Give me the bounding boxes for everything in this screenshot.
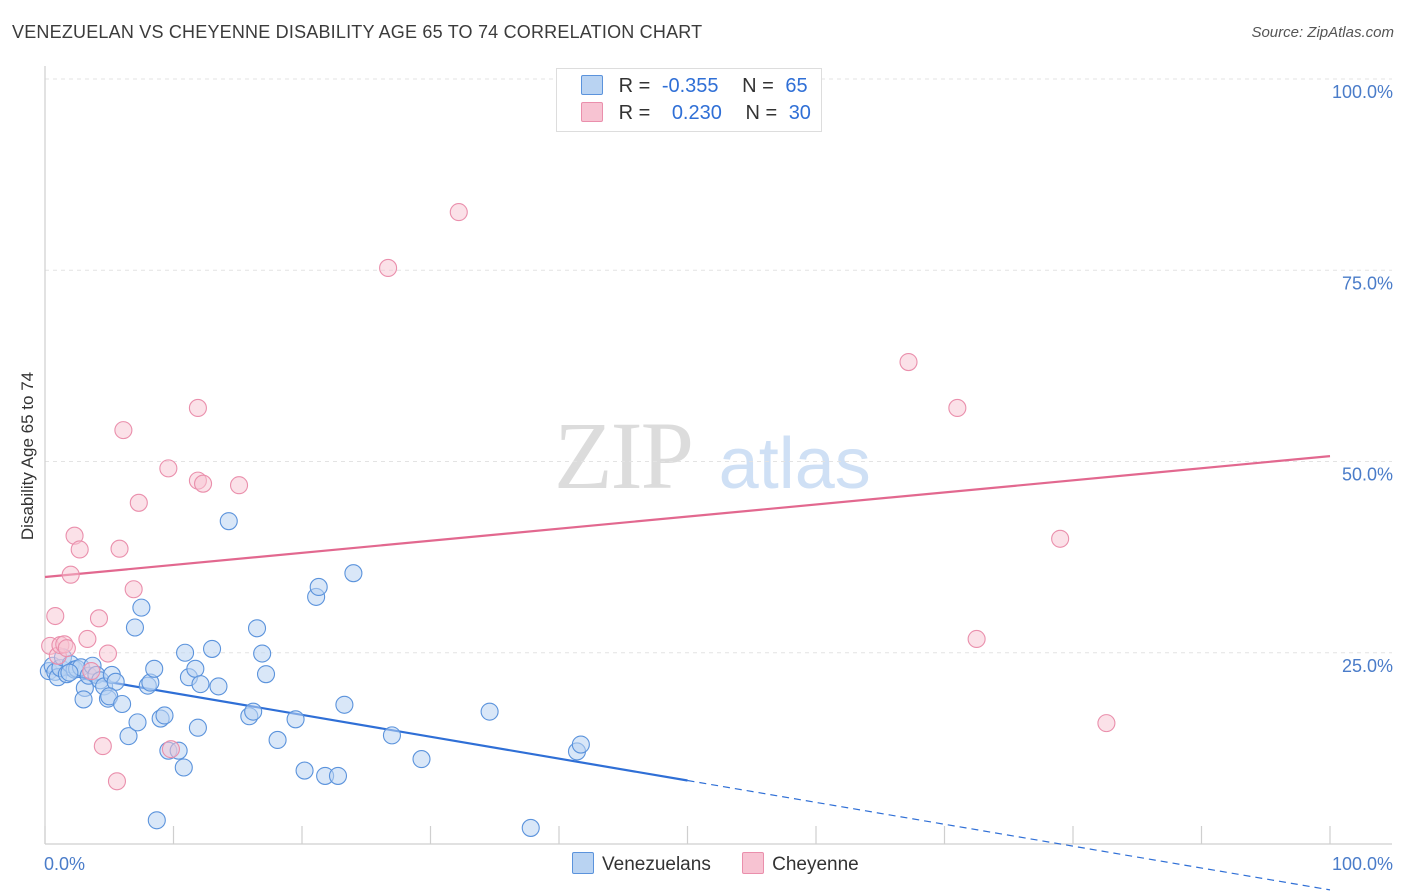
point-cheyenne xyxy=(124,580,143,599)
point-cheyenne xyxy=(194,474,213,493)
series-label-venezuelans: Venezuelans xyxy=(602,854,711,875)
legend-row-venezuelans: R = -0.355 N = 65 xyxy=(581,75,808,99)
point-venezuelans xyxy=(176,643,195,662)
axes xyxy=(44,66,1392,845)
point-venezuelans xyxy=(155,706,174,725)
point-cheyenne xyxy=(899,352,918,372)
legend-n-value: 30 xyxy=(788,102,811,124)
point-venezuelans xyxy=(412,750,431,769)
y-tick-label: 50.0% xyxy=(1342,465,1393,485)
point-venezuelans xyxy=(191,675,210,694)
watermark: ZIP atlas xyxy=(554,400,871,511)
x-tick-label: 0.0% xyxy=(44,854,85,874)
series-legend: Venezuelans Cheyenne xyxy=(572,852,885,876)
point-venezuelans xyxy=(132,598,151,617)
series-swatch-venezuelans xyxy=(572,852,594,874)
point-venezuelans xyxy=(219,512,238,531)
point-venezuelans xyxy=(188,718,207,737)
series-swatch-cheyenne xyxy=(742,852,765,874)
point-cheyenne xyxy=(70,540,89,559)
point-venezuelans xyxy=(309,577,328,597)
point-cheyenne xyxy=(188,398,207,418)
y-tick-label: 75.0% xyxy=(1342,273,1393,293)
legend-r-value: -0.355 xyxy=(661,75,719,97)
point-cheyenne xyxy=(46,606,65,626)
point-venezuelans xyxy=(209,677,228,696)
point-venezuelans xyxy=(203,639,222,658)
point-cheyenne xyxy=(114,421,133,440)
y-tick-label: 100.0% xyxy=(1332,82,1393,102)
legend-n-value: 65 xyxy=(785,75,808,97)
point-venezuelans xyxy=(128,713,147,732)
point-cheyenne xyxy=(161,740,180,759)
point-cheyenne xyxy=(57,639,76,658)
series-legend-cheyenne: Cheyenne xyxy=(742,852,859,876)
point-cheyenne xyxy=(93,737,112,756)
point-cheyenne xyxy=(110,539,129,558)
legend-r-value: 0.230 xyxy=(671,102,722,124)
legend-n-label: N = xyxy=(742,75,774,97)
point-venezuelans xyxy=(571,735,590,754)
x-tick-label: 100.0% xyxy=(1332,854,1393,874)
series-legend-venezuelans: Venezuelans xyxy=(572,852,711,876)
point-cheyenne xyxy=(967,629,986,649)
grid-lines xyxy=(45,78,1392,845)
watermark-atlas: atlas xyxy=(718,424,871,504)
legend-swatch-cheyenne xyxy=(581,102,603,122)
point-cheyenne xyxy=(82,662,101,681)
point-cheyenne xyxy=(78,629,97,649)
point-venezuelans xyxy=(125,618,144,637)
point-venezuelans xyxy=(253,644,272,663)
point-cheyenne xyxy=(89,609,109,628)
legend-swatch-venezuelans xyxy=(581,75,603,95)
point-cheyenne xyxy=(1097,714,1116,733)
point-venezuelans xyxy=(145,659,164,678)
point-venezuelans xyxy=(286,710,305,729)
legend-r-label: R = xyxy=(618,75,651,97)
point-cheyenne xyxy=(98,644,118,663)
point-venezuelans xyxy=(119,727,138,746)
trend-line-cheyenne xyxy=(44,455,1331,579)
tick-labels: 25.0% 50.0% 75.0% 100.0% 0.0% 100.0% xyxy=(44,82,1393,874)
point-venezuelans xyxy=(74,690,93,709)
point-cheyenne xyxy=(379,258,398,278)
point-venezuelans xyxy=(328,766,348,785)
point-venezuelans xyxy=(113,694,132,714)
point-cheyenne xyxy=(107,772,127,791)
point-venezuelans xyxy=(174,758,193,777)
point-venezuelans xyxy=(335,695,354,714)
point-venezuelans xyxy=(344,564,363,583)
point-cheyenne xyxy=(948,398,967,418)
legend-r-label: R = xyxy=(618,102,651,124)
point-cheyenne xyxy=(1051,529,1070,548)
point-venezuelans xyxy=(268,730,287,750)
point-venezuelans xyxy=(521,818,540,837)
data-points xyxy=(39,203,1116,837)
legend-row-cheyenne: R = 0.230 N = 30 xyxy=(581,102,811,126)
point-cheyenne xyxy=(229,476,249,495)
trend-line-venezuelans-extension xyxy=(687,779,1331,891)
point-venezuelans xyxy=(186,659,205,678)
chart-title: VENEZUELAN VS CHEYENNE DISABILITY AGE 65… xyxy=(12,22,703,42)
correlation-legend: R = -0.355 N = 65 R = 0.230 N = 30 xyxy=(556,68,822,132)
watermark-zip: ZIP xyxy=(554,402,694,509)
point-cheyenne xyxy=(159,459,178,478)
point-venezuelans xyxy=(244,702,263,721)
point-venezuelans xyxy=(295,761,314,780)
point-venezuelans xyxy=(147,811,166,830)
point-cheyenne xyxy=(129,493,148,512)
source-label: Source: ZipAtlas.com xyxy=(1251,24,1394,41)
y-tick-label: 25.0% xyxy=(1342,656,1393,676)
point-venezuelans xyxy=(256,665,276,684)
point-cheyenne xyxy=(449,203,468,222)
point-venezuelans xyxy=(247,619,267,638)
legend-n-label: N = xyxy=(745,102,778,124)
series-label-cheyenne: Cheyenne xyxy=(772,854,859,875)
point-cheyenne xyxy=(61,565,80,584)
point-venezuelans xyxy=(60,663,79,682)
point-venezuelans xyxy=(382,726,402,745)
point-venezuelans xyxy=(480,702,499,721)
